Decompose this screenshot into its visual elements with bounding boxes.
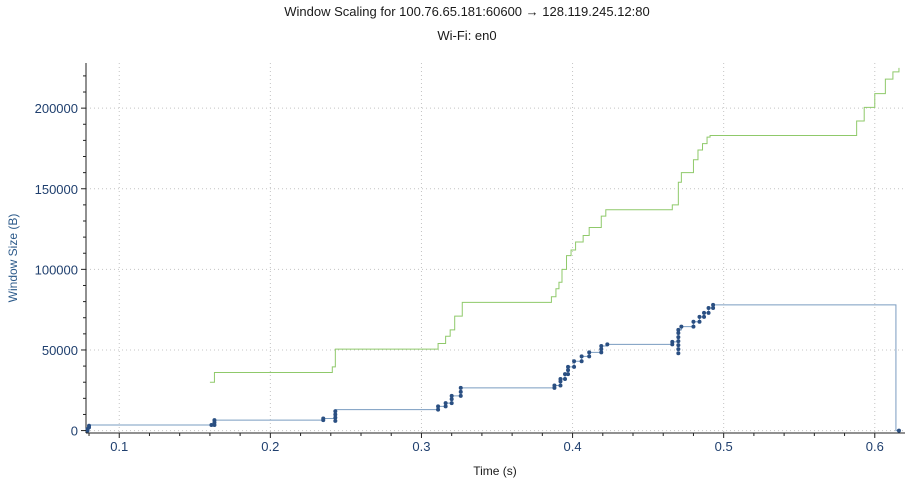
series-1-point-23: [458, 385, 463, 390]
series-1-point-20: [449, 393, 454, 398]
series-1-point-47: [676, 347, 681, 352]
series-1-point-15: [436, 404, 441, 409]
series-1-point-38: [587, 354, 592, 359]
series-1-point-21: [458, 393, 463, 398]
x-tick-label-3: 0.4: [564, 439, 582, 454]
y-tick-label-3: 150000: [35, 182, 78, 197]
x-axis-ticks: 0.1 0.2 0.3 0.4 0.5 0.6: [88, 433, 884, 454]
x-axis-label: Time (s): [473, 464, 517, 478]
series-1-point-18: [449, 401, 454, 406]
x-tick-label-1: 0.2: [261, 439, 279, 454]
series-1-point-39: [587, 350, 592, 355]
series-1-point-43: [605, 342, 610, 347]
series-1-point-60: [706, 310, 711, 315]
series-1-point-34: [572, 364, 577, 369]
series-line-0: [209, 67, 900, 383]
series-1-point-49: [676, 339, 681, 344]
series-line-1: [87, 304, 899, 432]
series-1-point-22: [458, 389, 463, 394]
series-1-point-14: [436, 407, 441, 412]
series-1-point-61: [706, 306, 711, 311]
series-1-point-33: [566, 364, 571, 369]
series-1-point-63: [711, 302, 716, 307]
series-1-point-13: [333, 409, 338, 414]
series-1-point-31: [566, 372, 571, 377]
series-1-point-37: [579, 354, 584, 359]
series-1-point-53: [679, 324, 684, 329]
x-tick-label-0: 0.1: [110, 439, 128, 454]
series-1-point-55: [691, 319, 696, 324]
series-1-point-40: [599, 350, 604, 355]
y-axis-label: Window Size (B): [6, 214, 20, 303]
plot-series: [85, 67, 901, 433]
series-1-point-32: [566, 368, 571, 373]
y-tick-label-0: 0: [71, 424, 78, 439]
series-1-point-3: [87, 423, 92, 428]
series-1-point-9: [321, 416, 326, 421]
y-axis-ticks: 0 50000 100000 150000 200000: [35, 75, 86, 439]
series-1-point-57: [697, 314, 702, 319]
series-1-point-58: [702, 314, 707, 319]
series-1-point-10: [333, 418, 338, 423]
series-1-point-52: [676, 327, 681, 332]
series-1-point-28: [558, 376, 563, 381]
series-1-point-48: [676, 343, 681, 348]
series-1-point-12: [333, 412, 338, 417]
series-1-point-16: [443, 404, 448, 409]
x-tick-label-4: 0.5: [715, 439, 733, 454]
x-tick-label-5: 0.6: [866, 439, 884, 454]
series-1-point-36: [579, 359, 584, 364]
series-1-point-25: [552, 383, 557, 388]
chart-title: Window Scaling for 100.76.65.181:60600 →…: [284, 4, 649, 19]
series-1-point-46: [676, 351, 681, 356]
series-1-point-54: [691, 324, 696, 329]
series-1-point-51: [676, 331, 681, 336]
series-1-point-62: [711, 306, 716, 311]
series-1-point-26: [558, 383, 563, 388]
series-1-point-19: [449, 397, 454, 402]
series-1-point-42: [599, 343, 604, 348]
y-tick-label-4: 200000: [35, 101, 78, 116]
series-1-point-4: [209, 422, 214, 427]
x-tick-label-2: 0.3: [412, 439, 430, 454]
chart-subtitle: Wi-Fi: en0: [437, 28, 496, 43]
series-1-point-29: [563, 376, 568, 381]
series-1-point-64: [896, 428, 901, 433]
series-1-point-7: [212, 418, 217, 423]
series-1-point-41: [599, 347, 604, 352]
series-1-point-35: [572, 359, 577, 364]
series-1-point-45: [670, 339, 675, 344]
gridlines: [86, 63, 905, 433]
series-1-point-59: [702, 310, 707, 315]
y-tick-label-2: 100000: [35, 262, 78, 277]
series-1-point-17: [443, 401, 448, 406]
series-1-point-56: [697, 319, 702, 324]
series-1-point-11: [333, 415, 338, 420]
y-tick-label-1: 50000: [42, 343, 78, 358]
series-1-point-30: [563, 372, 568, 377]
series-1-point-50: [676, 335, 681, 340]
plot-axes: [85, 63, 905, 434]
